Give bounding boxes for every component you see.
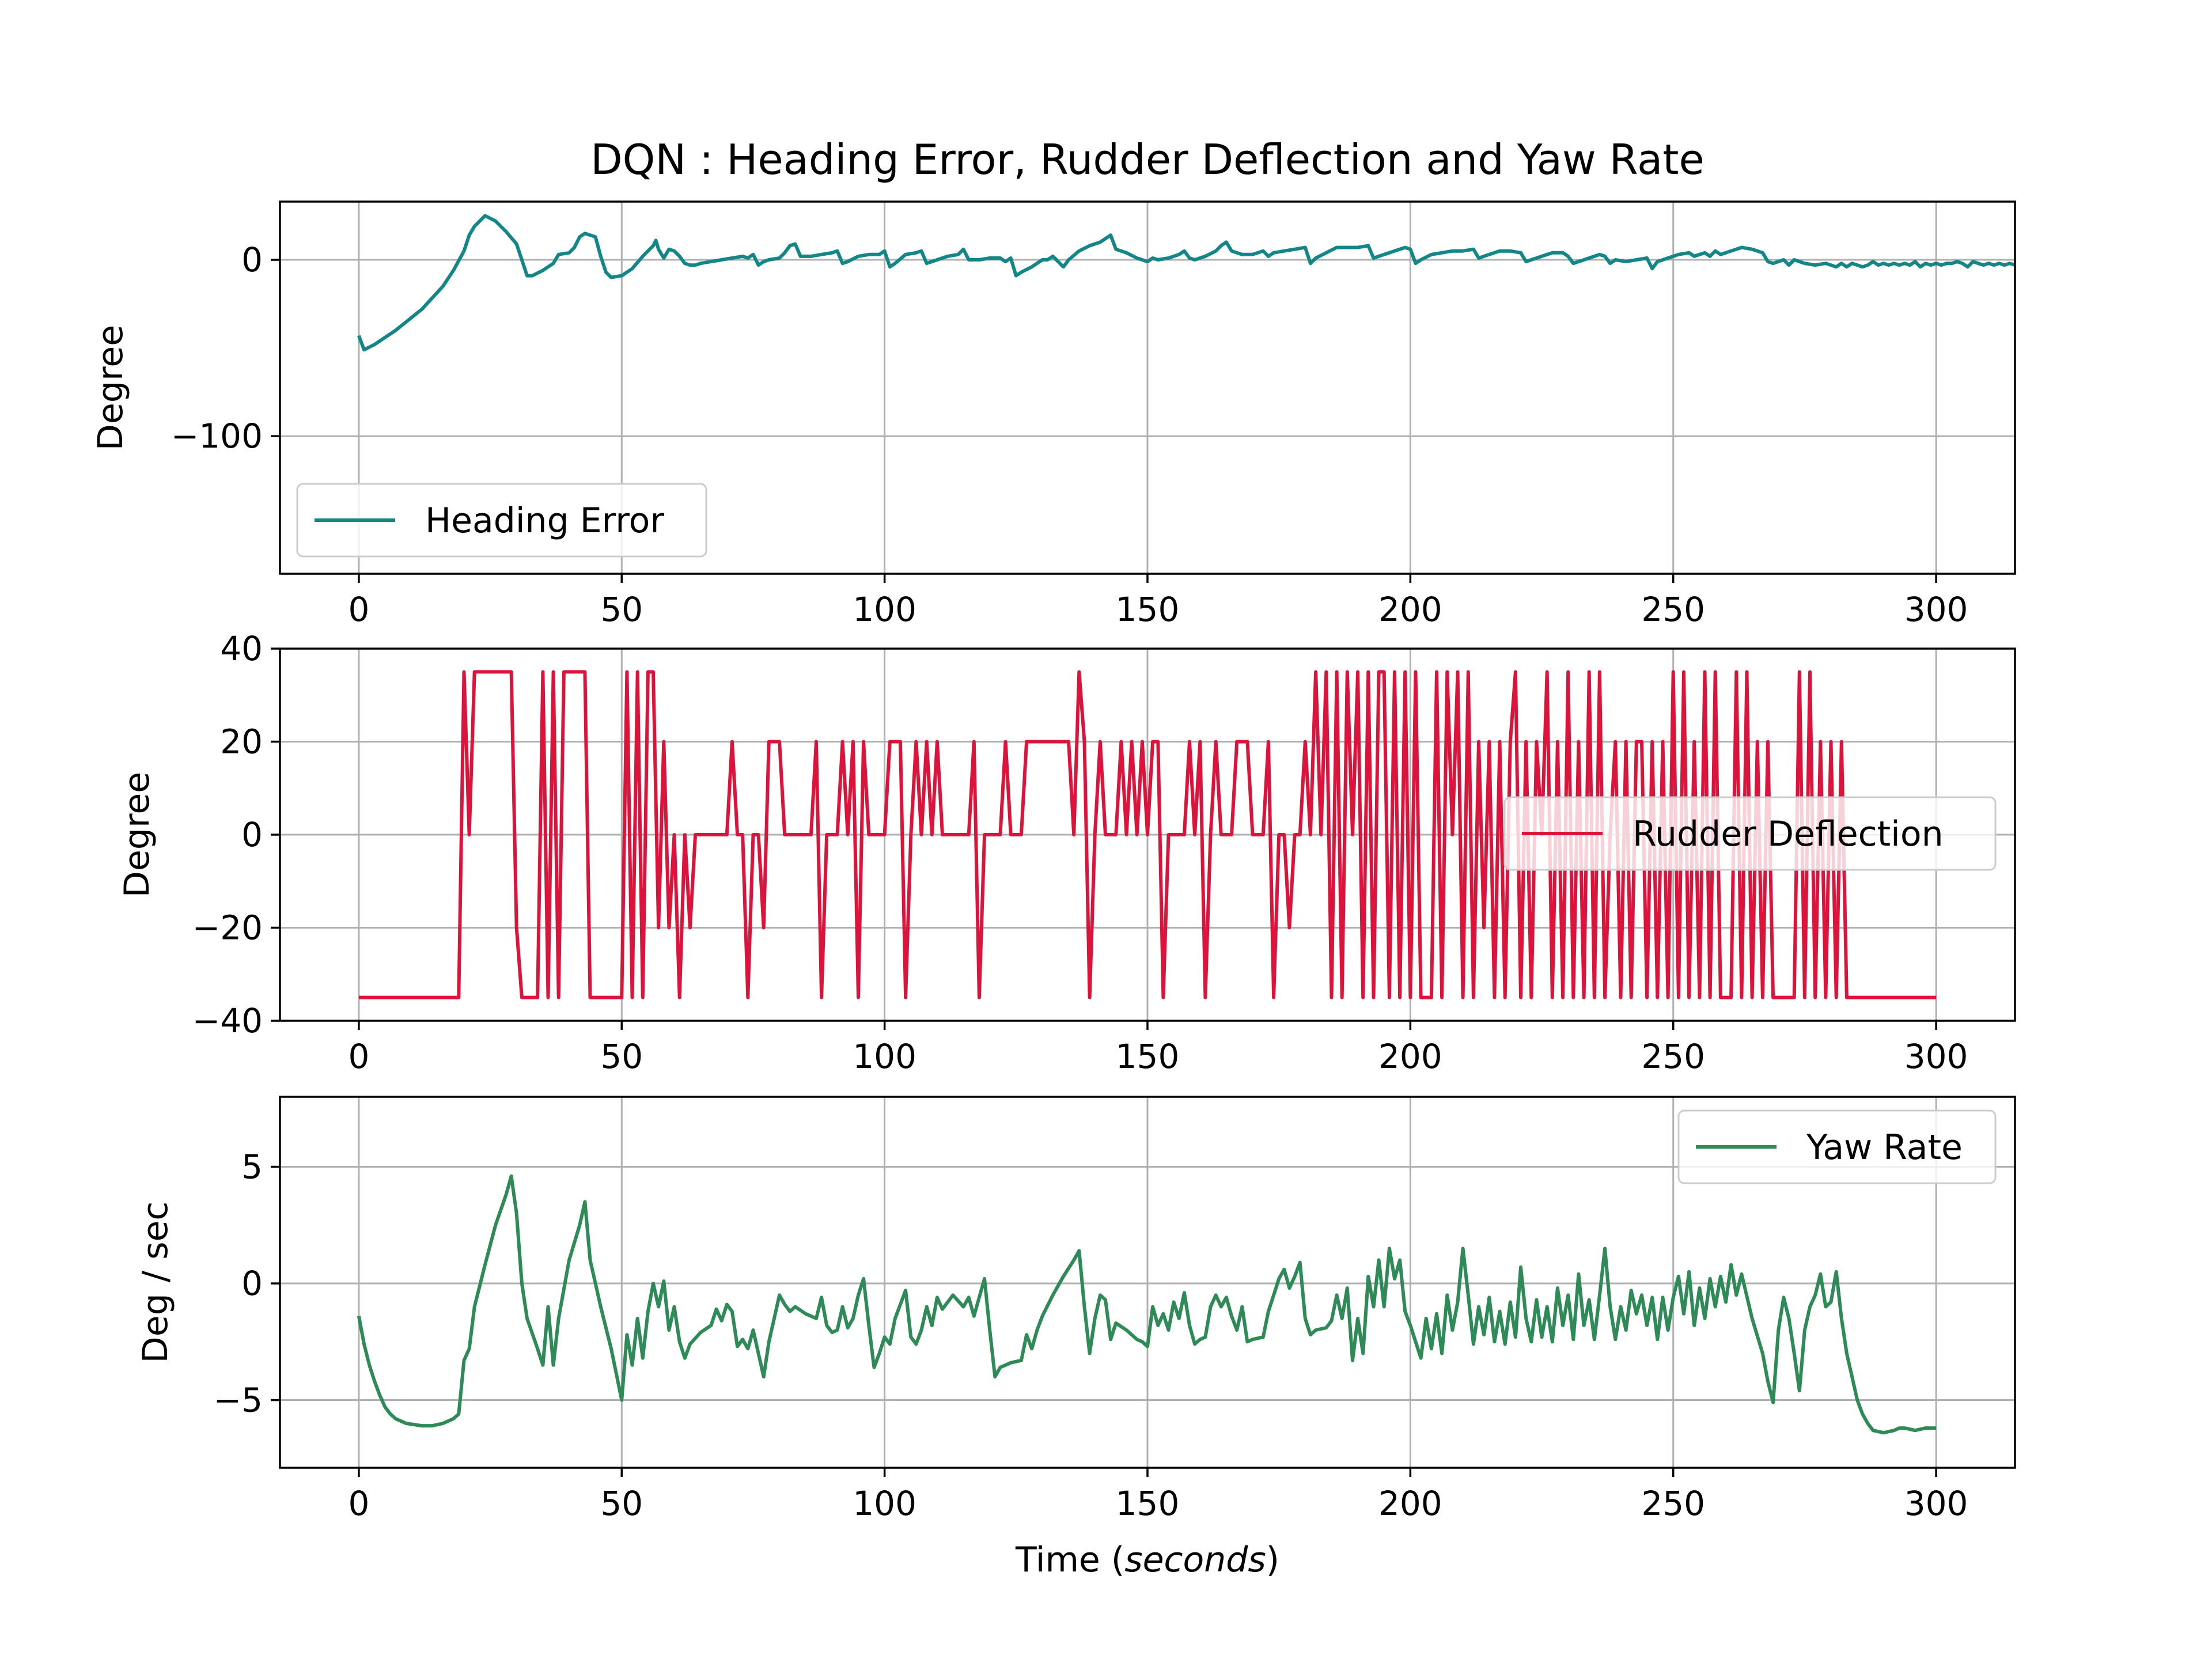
chart-title: DQN : Heading Error, Rudder Deflection a…: [590, 135, 1705, 184]
x-tick-label: 50: [600, 590, 643, 629]
x-tick-label: 250: [1641, 590, 1705, 629]
x-tick-label: 0: [348, 1037, 369, 1076]
y-tick-label: 40: [220, 629, 263, 668]
heading-error-line: [357, 214, 2016, 352]
x-axis-label: Time (seconds): [1015, 1540, 1279, 1580]
y-tick-label: 0: [241, 240, 263, 279]
x-tick-label: 150: [1116, 1484, 1180, 1523]
x-tick-label: 300: [1904, 1484, 1968, 1523]
y-tick-label: 0: [241, 815, 263, 854]
x-tick-label: 200: [1378, 1037, 1442, 1076]
y-axis-label: Degree: [90, 325, 131, 450]
rudder-deflection-legend: Rudder Deflection: [1503, 796, 1997, 871]
x-tick-label: 150: [1116, 1037, 1180, 1076]
x-tick-label: 100: [853, 590, 916, 629]
legend-label: Yaw Rate: [1806, 1127, 1963, 1168]
legend-box: [296, 483, 707, 558]
x-tick-label: 150: [1116, 590, 1180, 629]
x-tick-label: 50: [600, 1037, 643, 1076]
x-tick-label: 250: [1641, 1484, 1705, 1523]
x-tick-label: 100: [853, 1484, 916, 1523]
x-tick-label: 300: [1904, 590, 1968, 629]
heading-error-panel: 0 50 100 150 200 250 300 0 −100 Degree Heading Err…: [90, 200, 2016, 629]
x-tick-label: 50: [600, 1484, 643, 1523]
legend-box: [1677, 1109, 1997, 1184]
y-tick-label: −100: [171, 416, 263, 456]
rudder-deflection-line: [358, 670, 1937, 999]
y-tick-label: 5: [241, 1147, 263, 1187]
legend-box: [1503, 796, 1997, 871]
yaw-rate-line: [357, 1174, 1937, 1435]
legend-label: Rudder Deflection: [1633, 814, 1944, 854]
y-axis-label: Deg / sec: [135, 1202, 176, 1363]
x-tick-label: 200: [1378, 590, 1442, 629]
y-axis-label: Degree: [117, 772, 157, 897]
x-tick-label: 250: [1641, 1037, 1705, 1076]
yaw-rate-legend: Yaw Rate: [1677, 1109, 1997, 1184]
y-tick-label: −20: [192, 908, 263, 948]
heading-error-legend: Heading Error: [296, 483, 707, 558]
y-tick-label: −5: [214, 1381, 263, 1420]
x-tick-label: 300: [1904, 1037, 1968, 1076]
x-tick-label: 200: [1378, 1484, 1442, 1523]
x-tick-label: 100: [853, 1037, 916, 1076]
y-tick-label: 0: [241, 1264, 263, 1303]
y-tick-label: 20: [220, 722, 263, 762]
legend-label: Heading Error: [425, 501, 664, 541]
y-tick-label: −40: [192, 1001, 263, 1040]
x-tick-label: 0: [348, 1484, 369, 1523]
x-tick-label: 0: [348, 590, 369, 629]
